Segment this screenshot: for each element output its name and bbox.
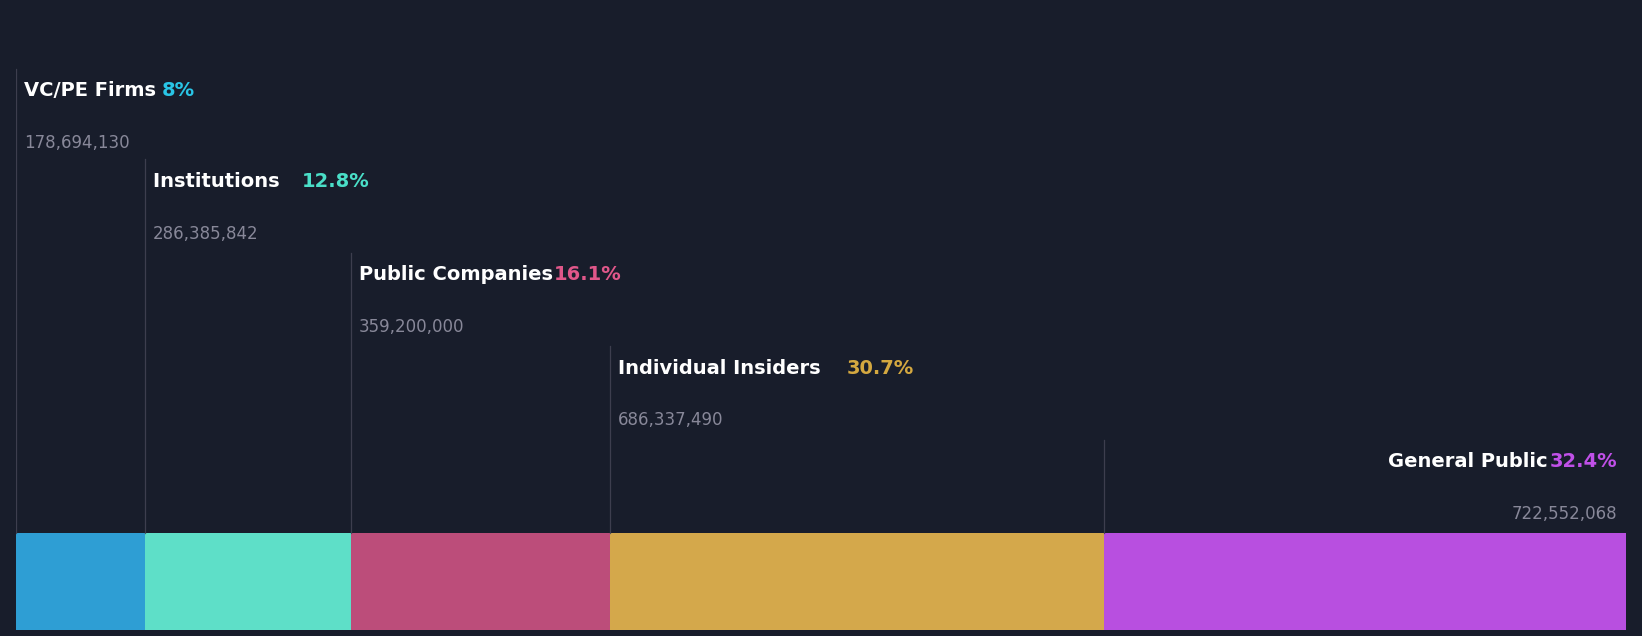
Text: 30.7%: 30.7% — [847, 359, 915, 378]
Bar — [611, 533, 1103, 630]
Text: 16.1%: 16.1% — [553, 265, 621, 284]
Bar — [351, 533, 611, 630]
Text: Individual Insiders: Individual Insiders — [619, 359, 828, 378]
Text: General Public: General Public — [1389, 452, 1555, 471]
Bar — [1103, 533, 1626, 630]
Text: 8%: 8% — [161, 81, 195, 100]
Text: 359,200,000: 359,200,000 — [360, 318, 465, 336]
Text: 722,552,068: 722,552,068 — [1512, 505, 1617, 523]
Text: 12.8%: 12.8% — [302, 172, 369, 191]
Text: 686,337,490: 686,337,490 — [619, 411, 724, 429]
Text: 32.4%: 32.4% — [1550, 452, 1617, 471]
Text: Institutions: Institutions — [153, 172, 287, 191]
Text: 178,694,130: 178,694,130 — [25, 134, 130, 152]
Text: VC/PE Firms: VC/PE Firms — [25, 81, 163, 100]
Bar — [16, 533, 144, 630]
Text: Public Companies: Public Companies — [360, 265, 560, 284]
Text: 286,385,842: 286,385,842 — [153, 225, 259, 242]
Bar — [144, 533, 351, 630]
